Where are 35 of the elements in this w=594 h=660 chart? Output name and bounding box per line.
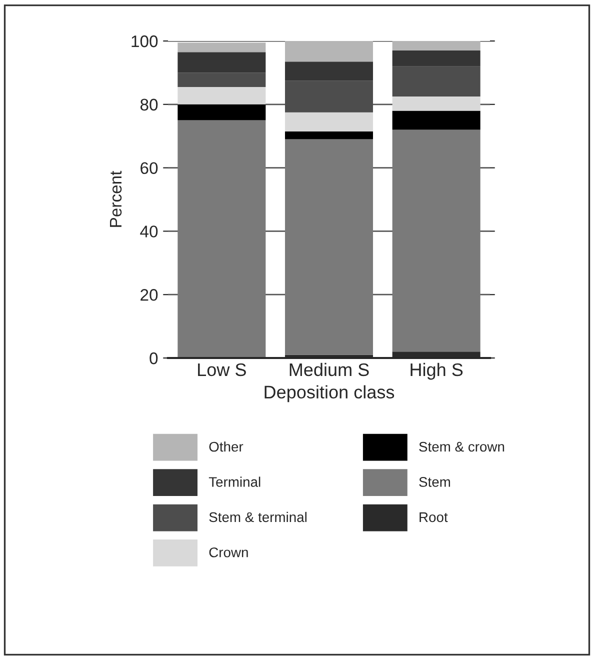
x-tick-label: Low S xyxy=(198,363,246,376)
bar xyxy=(392,130,480,352)
legend-label: Root xyxy=(420,512,448,522)
legend-label: Crown xyxy=(209,547,248,558)
legend-label: Stem & terminal xyxy=(209,512,306,522)
bar xyxy=(178,42,266,52)
x-tick-label: Medium S xyxy=(290,362,369,376)
y-tick-label: 20 xyxy=(140,289,158,301)
x-axis-title: Deposition class xyxy=(264,385,394,402)
bar xyxy=(284,112,374,132)
bar xyxy=(178,52,266,73)
bar xyxy=(178,104,266,120)
y-tick-label: 0 xyxy=(150,352,158,364)
bar xyxy=(284,139,374,355)
y-tick-label: 40 xyxy=(140,226,158,238)
bar xyxy=(178,86,266,104)
y-tick-label: 60 xyxy=(140,162,158,174)
bar xyxy=(284,131,374,140)
y-axis-title: Percent xyxy=(110,170,122,227)
bar xyxy=(284,41,374,62)
bar xyxy=(392,110,480,130)
legend-label: Stem & crown xyxy=(419,442,504,452)
bar xyxy=(284,62,374,81)
y-tick-label: 80 xyxy=(140,98,158,111)
bar xyxy=(392,66,480,96)
legend-label: Terminal xyxy=(208,476,260,487)
bar xyxy=(392,96,480,111)
bar xyxy=(178,72,266,87)
bar xyxy=(392,41,480,51)
legend-label: Other xyxy=(209,441,244,452)
bar xyxy=(392,50,480,66)
bar xyxy=(178,120,266,358)
legend-label: Stem xyxy=(419,477,450,487)
y-tick-label: 100 xyxy=(132,35,158,48)
x-tick-label: High S xyxy=(410,362,463,380)
